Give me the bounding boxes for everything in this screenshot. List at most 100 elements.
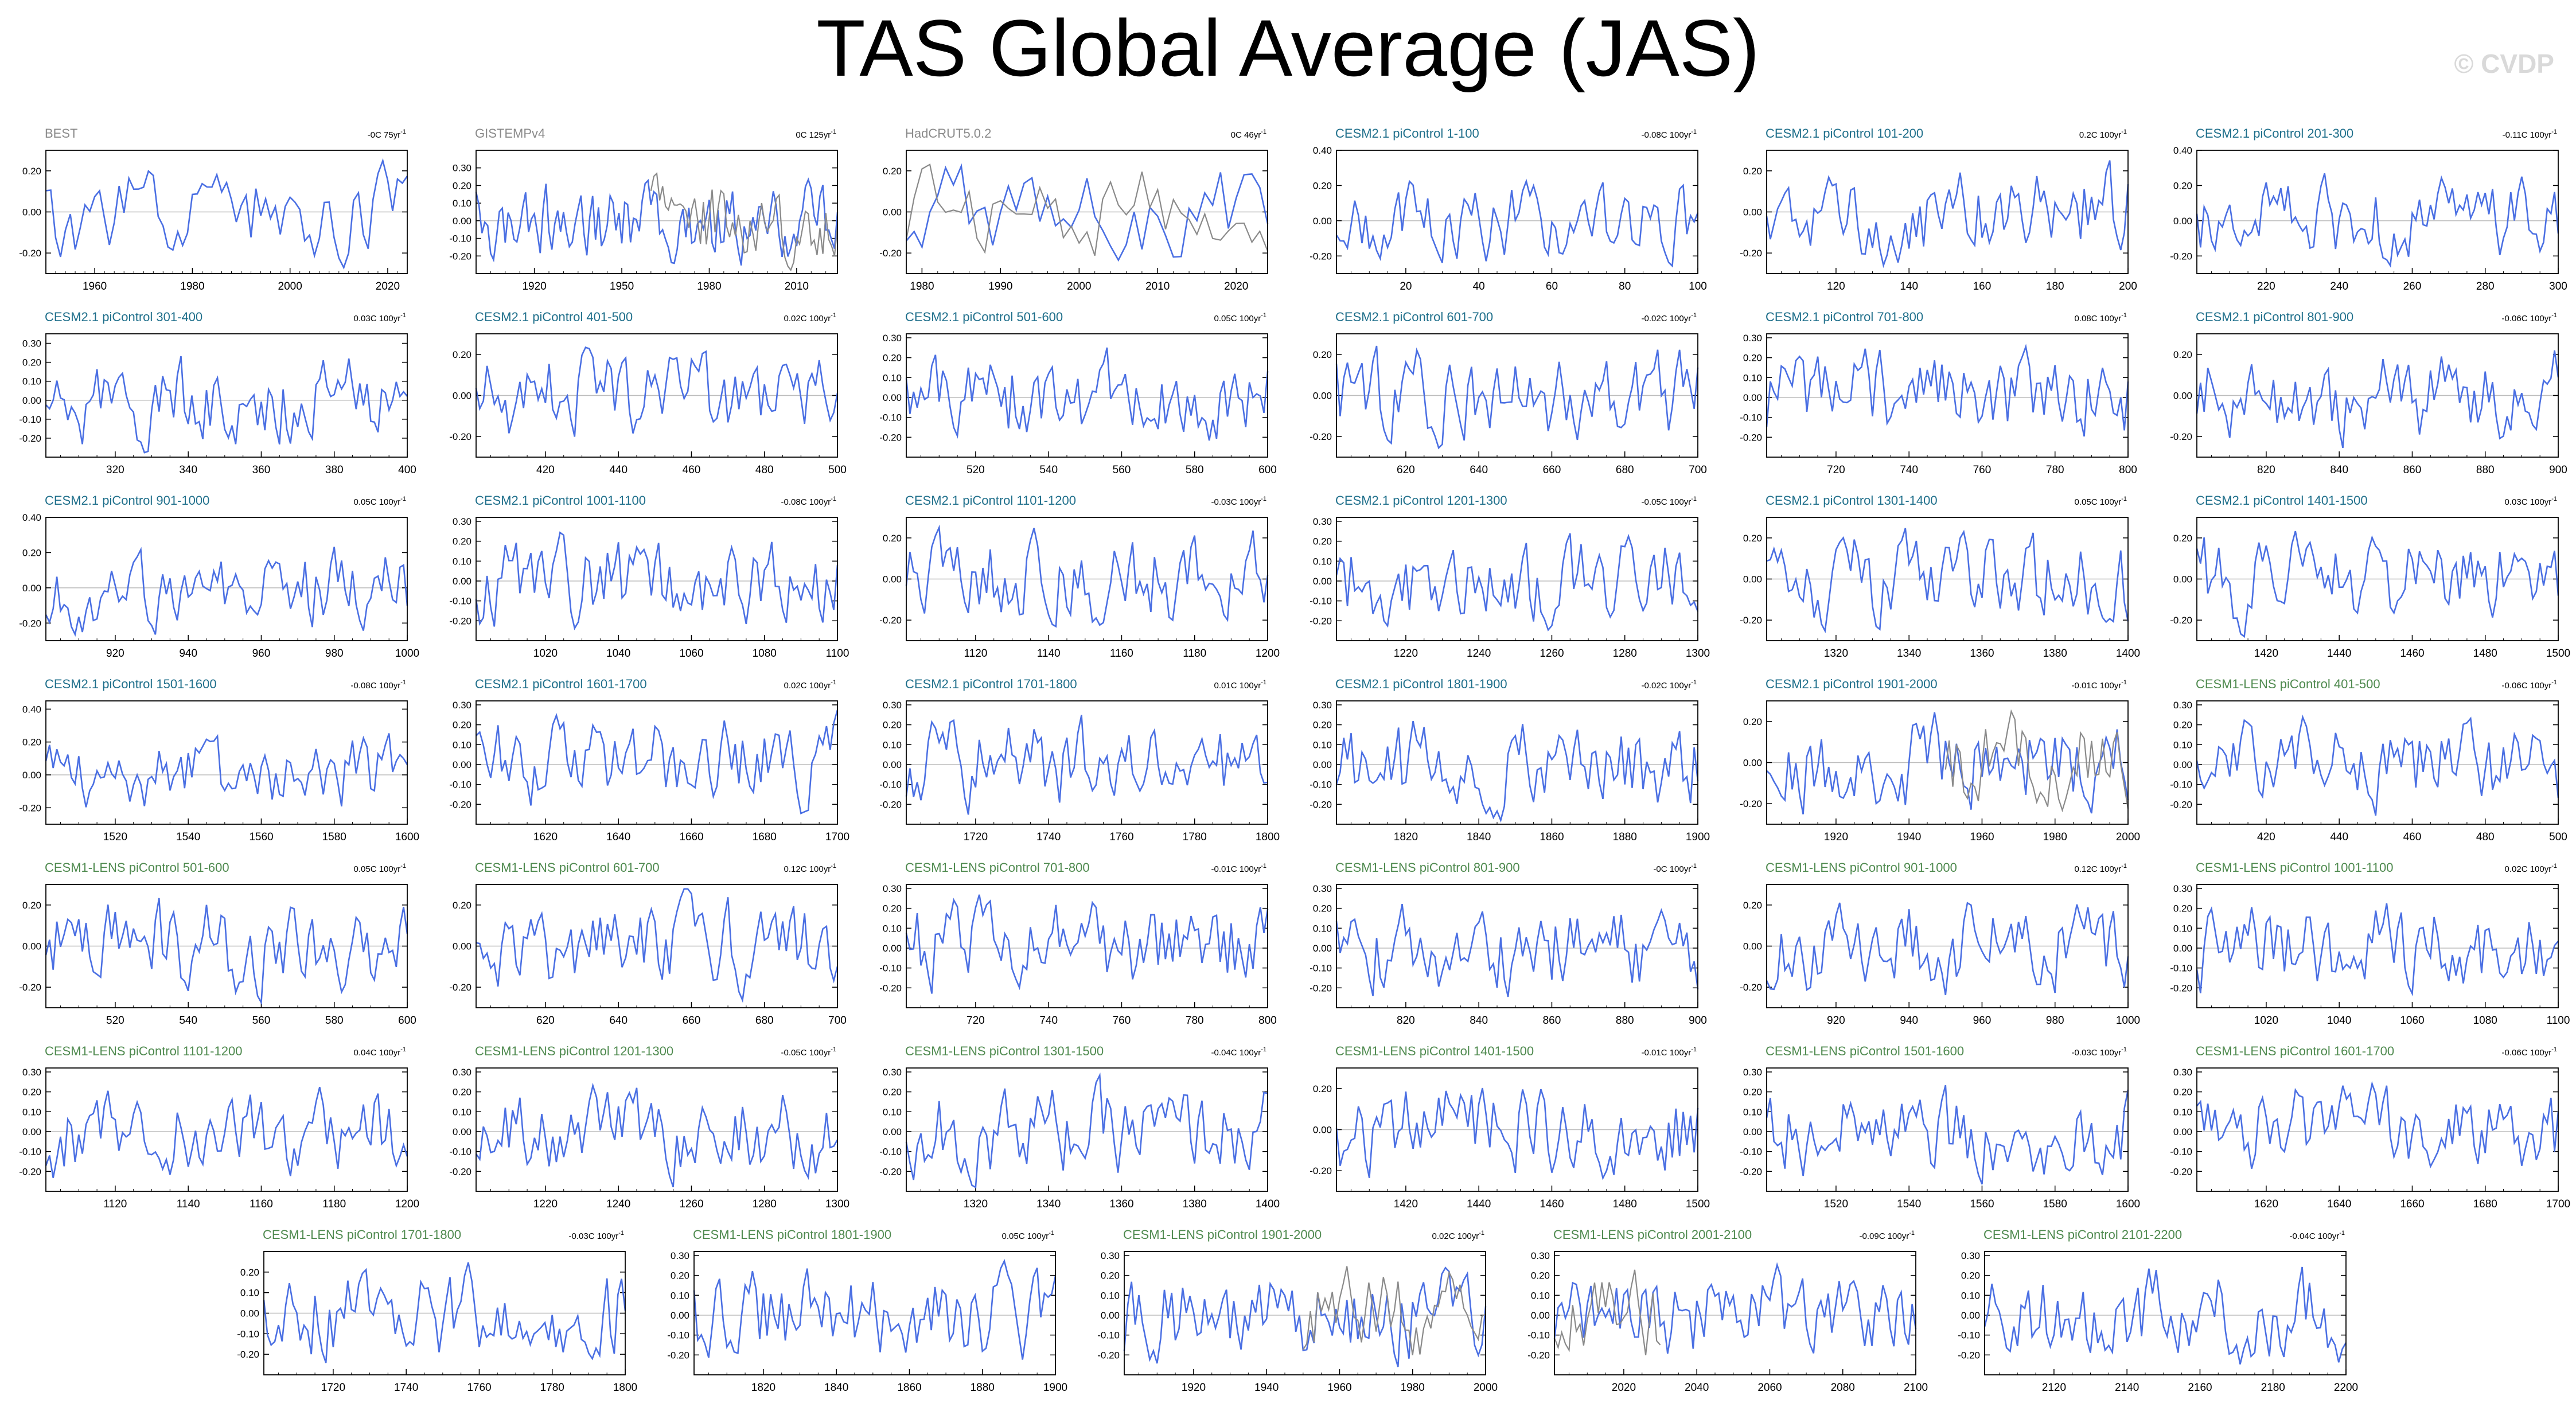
- series-line-model: [2196, 903, 2559, 997]
- y-tick-label: -0.20: [19, 433, 41, 444]
- x-tick-label: 960: [1973, 1015, 1992, 1027]
- x-tick-label: 1950: [610, 280, 634, 293]
- x-tick-label: 1180: [1183, 648, 1206, 660]
- x-tick-label: 420: [536, 464, 555, 476]
- chart-title: CESM2.1 piControl 601-700: [1335, 310, 1493, 324]
- series-line-model: [45, 898, 408, 1005]
- y-tick-label: 0.20: [22, 900, 41, 911]
- chart-panel: CESM2.1 piControl 1401-1500 0.03C 100yr-1…: [2170, 493, 2570, 660]
- y-tick-label: 0.00: [1313, 1125, 1332, 1136]
- chart-panel: CESM2.1 piControl 801-900 -0.06C 100yr-1-…: [2170, 310, 2567, 476]
- chart-title: CESM2.1 piControl 1401-1500: [2196, 493, 2368, 508]
- chart-title: CESM1-LENS piControl 1601-1700: [2196, 1044, 2394, 1058]
- chart-panel: BEST -0C 75yr-1 -0.20 0.00 0.20 1960 1980 2000 2…: [19, 126, 408, 293]
- trend-superscript: -1: [400, 312, 406, 319]
- x-tick-label: 580: [1186, 464, 1204, 476]
- y-tick-label: 0.10: [883, 1106, 902, 1117]
- trend-superscript: -1: [2339, 1230, 2345, 1237]
- x-tick-label: 380: [325, 464, 344, 476]
- x-tick-label: 560: [252, 1015, 271, 1027]
- x-tick-label: 1740: [394, 1382, 418, 1394]
- y-tick-label: 0.10: [883, 923, 902, 934]
- chart-panel: CESM2.1 piControl 401-500 0.02C 100yr-1 -0…: [449, 310, 847, 476]
- y-tick-label: 0.10: [1313, 739, 1332, 750]
- plot-frame: [476, 150, 838, 274]
- x-tick-label: 1820: [1394, 831, 1418, 843]
- y-tick-label: 0.30: [2173, 700, 2192, 711]
- y-tick-label: 0.40: [22, 512, 41, 523]
- trend-label: 0.08C 100yr-1: [2075, 312, 2127, 323]
- trend-label: -0.05C 100yr-1: [1642, 496, 1697, 507]
- series-line-model: [1335, 720, 1699, 823]
- x-tick-label: 1100: [2547, 1015, 2570, 1027]
- y-tick-label: 0.10: [1743, 1106, 1762, 1117]
- x-tick-label: 780: [2046, 464, 2064, 476]
- x-tick-label: 120: [1827, 280, 1845, 293]
- x-tick-label: 1080: [753, 648, 777, 660]
- x-tick-label: 580: [325, 1015, 344, 1027]
- y-tick-label: -0.10: [1958, 1330, 1980, 1341]
- x-tick-label: 1440: [2327, 648, 2351, 660]
- trend-label: 0.05C 100yr-1: [1214, 312, 1267, 323]
- x-tick-label: 1320: [964, 1198, 988, 1210]
- trend-superscript: -1: [2551, 679, 2557, 686]
- x-tick-label: 1540: [1897, 1198, 1921, 1210]
- page-title: TAS Global Average (JAS): [816, 3, 1760, 93]
- y-tick-label: 0.20: [453, 1087, 471, 1098]
- trend-superscript: -1: [2551, 863, 2557, 870]
- trend-label: 0.12C 100yr-1: [784, 863, 837, 874]
- y-tick-label: 0.30: [453, 163, 471, 174]
- x-tick-label: 520: [967, 464, 985, 476]
- trend-label: -0.06C 100yr-1: [2502, 1046, 2558, 1058]
- y-tick-label: -0.10: [237, 1328, 259, 1339]
- y-tick-label: 0.20: [453, 900, 471, 911]
- x-tick-label: 1260: [1540, 648, 1564, 660]
- x-tick-label: 1600: [2116, 1198, 2140, 1210]
- plot-frame: [2196, 517, 2559, 641]
- plot-frame: [45, 700, 408, 825]
- x-tick-label: 1380: [1183, 1198, 1207, 1210]
- y-tick-label: 0.20: [1313, 349, 1332, 360]
- y-tick-label: 0.20: [453, 720, 471, 731]
- chart-panel: CESM1-LENS piControl 701-800 -0.01C 100yr…: [879, 860, 1277, 1027]
- y-tick-label: 0.20: [22, 166, 41, 177]
- y-tick-label: 0.20: [453, 180, 471, 191]
- x-tick-label: 780: [1186, 1015, 1204, 1027]
- chart-panel: CESM1-LENS piControl 1501-1600 -0.03C 100…: [1740, 1044, 2140, 1210]
- series-line-model: [1766, 528, 2129, 634]
- chart-title: CESM1-LENS piControl 2001-2100: [1553, 1227, 1752, 1242]
- y-tick-label: 0.20: [1101, 1270, 1120, 1281]
- x-tick-label: 1640: [606, 831, 630, 843]
- y-tick-label: 0.10: [1313, 556, 1332, 567]
- x-tick-label: 1460: [2400, 648, 2424, 660]
- x-tick-label: 280: [2476, 280, 2495, 293]
- series-line-model: [263, 1262, 626, 1363]
- y-tick-label: -0.20: [1740, 248, 1762, 259]
- x-tick-label: 1980: [180, 280, 204, 293]
- chart-title: CESM1-LENS piControl 801-900: [1335, 860, 1520, 875]
- y-tick-label: 0.30: [1101, 1250, 1120, 1261]
- x-tick-label: 1480: [1613, 1198, 1637, 1210]
- y-tick-label: -0.20: [449, 251, 471, 262]
- chart-panel: CESM2.1 piControl 1-100 -0.08C 100yr-1 -0.…: [1310, 126, 1707, 293]
- x-tick-label: 2060: [1757, 1382, 1782, 1394]
- y-tick-label: -0.20: [449, 1166, 471, 1177]
- y-tick-label: -0.20: [667, 1350, 689, 1360]
- x-tick-label: 180: [2046, 280, 2064, 293]
- x-tick-label: 1360: [1970, 648, 1994, 660]
- x-tick-label: 20: [1400, 280, 1412, 293]
- series-line-model: [1983, 1266, 2347, 1365]
- y-tick-label: 0.10: [2173, 923, 2192, 934]
- x-tick-label: 1140: [177, 1198, 200, 1210]
- chart-panel: CESM1-LENS piControl 501-600 0.05C 100yr-…: [19, 860, 416, 1027]
- trend-label: -0.06C 100yr-1: [2502, 312, 2558, 323]
- x-tick-label: 660: [1543, 464, 1561, 476]
- x-tick-label: 460: [2403, 831, 2422, 843]
- x-tick-label: 1440: [1467, 1198, 1491, 1210]
- y-tick-label: 0.10: [883, 372, 902, 383]
- y-tick-label: 0.20: [2173, 1087, 2192, 1098]
- plot-frame: [1336, 884, 1698, 1008]
- trend-label: -0C 100yr-1: [1653, 863, 1697, 874]
- y-tick-label: 0.10: [1961, 1290, 1980, 1301]
